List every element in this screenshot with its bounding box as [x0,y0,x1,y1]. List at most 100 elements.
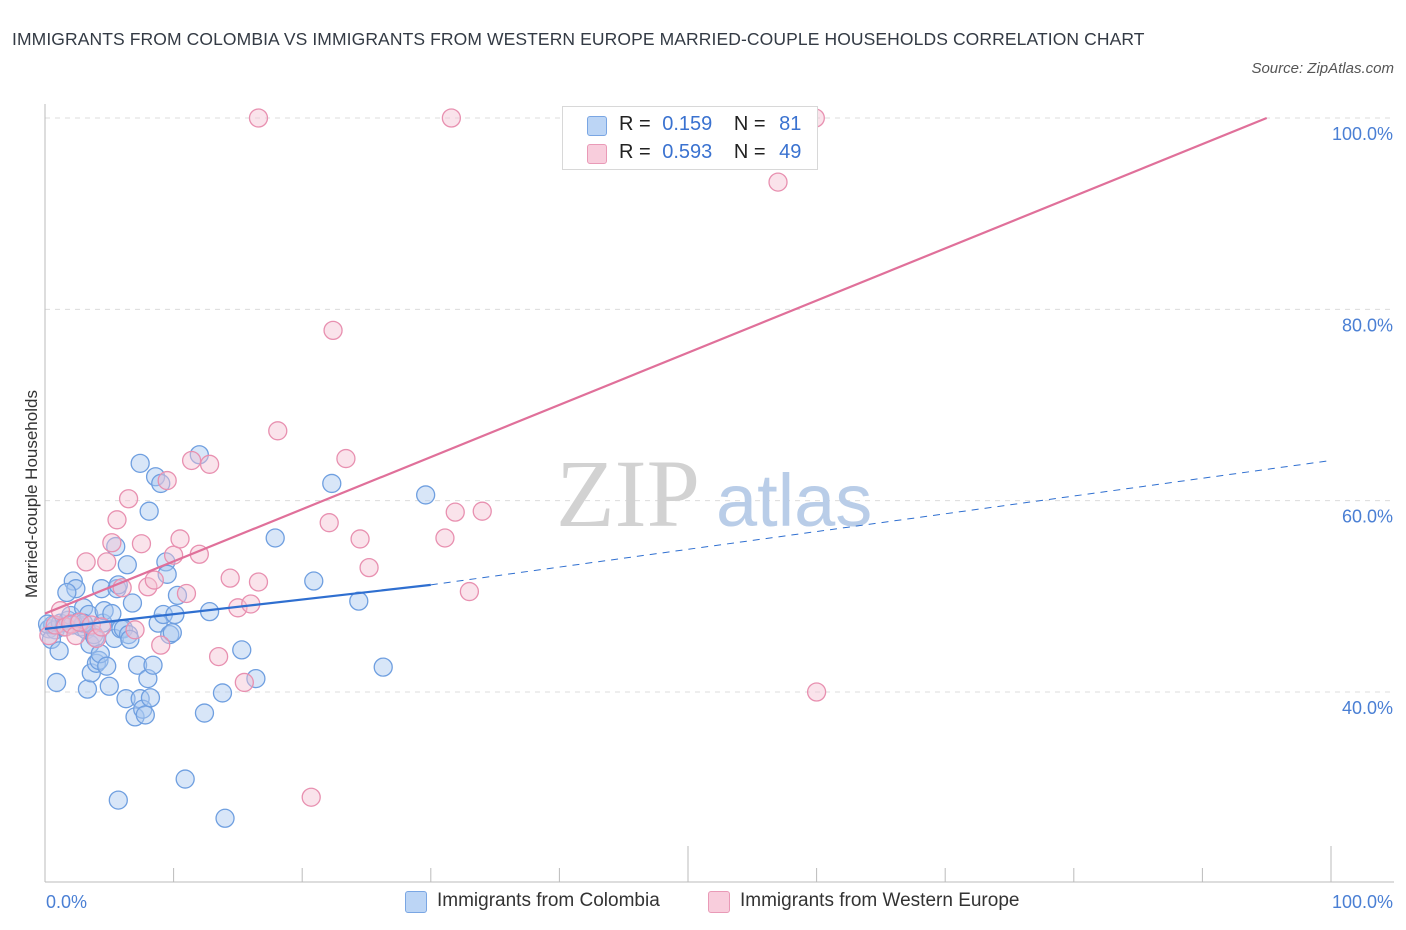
y-tick-label: 60.0% [1342,507,1393,527]
data-point-western-europe [268,421,288,441]
data-point-colombia [120,629,140,650]
legend-swatch-colombia [587,116,607,136]
data-point-western-europe [170,529,190,549]
data-point-colombia [49,641,69,661]
legend-swatch-western-europe [587,144,607,164]
data-point-western-europe [70,612,90,632]
data-point-western-europe [301,787,321,807]
data-point-western-europe [199,454,220,474]
y-axis-label: Married-couple Households [22,390,41,598]
chart-title: IMMIGRANTS FROM COLOMBIA VS IMMIGRANTS F… [12,29,1145,49]
trendline-colombia [44,583,431,630]
data-point-western-europe [131,534,152,554]
data-point-colombia [265,528,285,548]
data-point-colombia [97,656,117,676]
data-point-western-europe [323,320,343,341]
legend-r-label: R = [619,113,651,135]
data-point-western-europe [144,570,164,590]
legend-r-value-colombia: 0.159 [662,113,713,135]
data-point-western-europe [125,620,145,640]
data-point-western-europe [107,510,127,530]
source-credit: Source: ZipAtlas.com [1251,60,1394,77]
data-point-western-europe [459,581,480,602]
tick-labels: 0.0% 100.0% 40.0% 60.0% 80.0% 100.0% [46,124,1393,912]
series-colombia [37,445,436,828]
watermark-atlas: atlas [716,459,872,542]
data-point-colombia [143,655,163,675]
legend-r-value-western-europe: 0.593 [662,141,713,163]
data-point-western-europe [39,625,59,646]
data-point-colombia [46,672,67,693]
data-point-colombia [215,808,235,828]
data-point-western-europe [319,513,339,533]
x-tick-label: 0.0% [46,892,87,912]
data-point-western-europe [435,528,455,548]
legend-n-value-colombia: 81 [779,113,802,135]
y-tick-label: 40.0% [1342,698,1393,718]
data-point-colombia [127,655,148,675]
grid-lines [45,117,1394,693]
data-point-colombia [77,679,98,699]
data-point-colombia [117,555,137,575]
legend-n-label: N = [733,141,766,163]
data-point-western-europe [76,552,96,572]
watermark-zip: ZIP [556,440,700,547]
trendline-western-europe [44,116,1268,615]
y-tick-label: 100.0% [1332,124,1393,144]
data-point-western-europe [86,628,107,649]
data-point-western-europe [234,672,254,693]
legend-n-value-western-europe: 49 [779,141,802,163]
data-point-colombia [90,644,110,664]
watermark: ZIP atlas [556,440,872,547]
data-point-colombia [416,485,436,505]
data-point-western-europe [176,583,197,604]
data-point-colombia [57,582,77,603]
data-point-colombia [102,603,122,624]
data-point-colombia [116,689,136,709]
data-point-western-europe [157,470,177,491]
data-point-western-europe [806,682,827,702]
data-point-western-europe [350,529,370,549]
data-point-western-europe [248,108,269,128]
data-point-western-europe [768,172,788,192]
data-point-colombia [94,601,114,621]
axes [44,104,1394,883]
bottom-legend-label-western-europe: Immigrants from Western Europe [740,890,1020,911]
data-point-colombia [322,473,342,494]
legend-n-label: N = [733,113,766,135]
data-point-western-europe [220,568,240,588]
data-point-western-europe [336,448,356,469]
data-point-western-europe [248,572,269,592]
data-point-colombia [175,769,195,789]
data-point-western-europe [472,501,492,521]
data-point-colombia [108,790,128,810]
data-point-colombia [135,705,155,725]
bottom-legend-swatch-western-europe [708,891,730,913]
x-tick-label: 100.0% [1332,892,1393,912]
data-point-colombia [373,657,393,677]
trendline-colombia-projection [430,459,1332,586]
data-point-western-europe [359,557,379,578]
data-point-western-europe [208,646,229,667]
data-point-colombia [139,501,159,521]
bottom-legend-swatch-colombia [405,891,427,913]
data-point-western-europe [118,489,139,509]
data-point-colombia [212,683,233,703]
data-point-colombia [304,571,324,591]
data-point-colombia [130,453,150,474]
data-point-western-europe [97,552,117,572]
data-point-colombia [140,688,161,708]
data-point-western-europe [441,108,462,128]
data-point-western-europe [151,635,171,655]
data-point-western-europe [102,533,122,553]
data-point-western-europe [445,502,465,522]
data-point-colombia [122,593,143,613]
data-point-colombia [99,676,119,696]
data-point-colombia [246,668,266,689]
legend-r-label: R = [619,141,651,163]
bottom-legend-label-colombia: Immigrants from Colombia [437,890,660,911]
y-tick-label: 80.0% [1342,315,1393,335]
trendlines [44,116,1332,630]
data-point-colombia [63,571,83,591]
data-point-colombia [232,640,252,660]
